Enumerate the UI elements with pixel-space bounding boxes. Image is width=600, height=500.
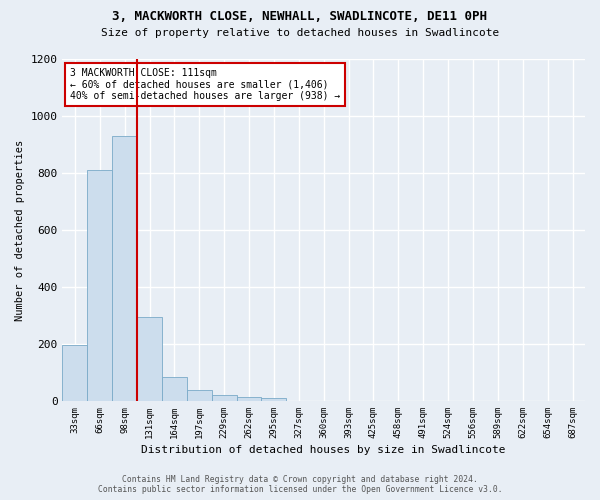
Bar — [88, 170, 112, 401]
Bar — [187, 390, 212, 401]
Y-axis label: Number of detached properties: Number of detached properties — [15, 140, 25, 320]
Text: 3 MACKWORTH CLOSE: 111sqm
← 60% of detached houses are smaller (1,406)
40% of se: 3 MACKWORTH CLOSE: 111sqm ← 60% of detac… — [70, 68, 341, 100]
Bar — [212, 395, 236, 401]
Bar — [236, 397, 262, 401]
Text: Size of property relative to detached houses in Swadlincote: Size of property relative to detached ho… — [101, 28, 499, 38]
Bar — [137, 317, 162, 401]
X-axis label: Distribution of detached houses by size in Swadlincote: Distribution of detached houses by size … — [142, 445, 506, 455]
Bar — [262, 398, 286, 401]
Text: Contains HM Land Registry data © Crown copyright and database right 2024.
Contai: Contains HM Land Registry data © Crown c… — [98, 474, 502, 494]
Bar — [112, 136, 137, 401]
Text: 3, MACKWORTH CLOSE, NEWHALL, SWADLINCOTE, DE11 0PH: 3, MACKWORTH CLOSE, NEWHALL, SWADLINCOTE… — [113, 10, 487, 23]
Bar — [62, 346, 88, 401]
Bar — [162, 376, 187, 401]
